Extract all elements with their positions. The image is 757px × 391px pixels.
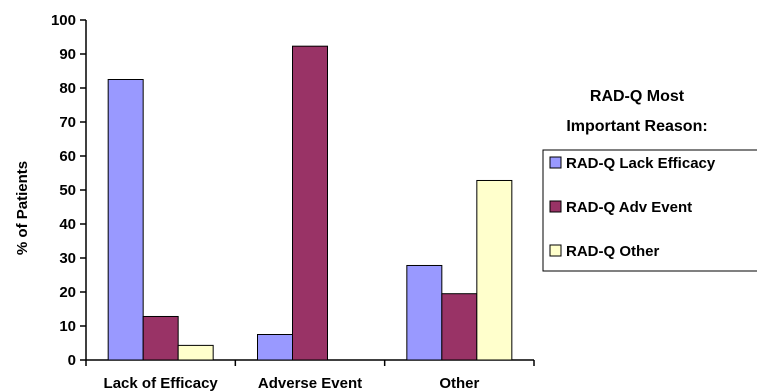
legend-item-label: RAD-Q Adv Event xyxy=(566,199,692,216)
y-tick-label: 90 xyxy=(59,46,76,63)
category-label: Adverse Event xyxy=(258,375,362,391)
bar xyxy=(107,79,144,361)
legend-item-label: RAD-Q Other xyxy=(566,243,659,260)
y-tick-label: 70 xyxy=(59,114,76,131)
legend-swatch xyxy=(549,200,562,213)
category-label: Other xyxy=(439,375,479,391)
y-tick-label: 100 xyxy=(51,12,76,29)
legend-title-line-1: RAD-Q Most xyxy=(590,88,685,105)
y-tick-label: 60 xyxy=(59,148,76,165)
category-label: Lack of Efficacy xyxy=(104,375,219,391)
y-ticks: 0 10 20 30 40 50 60 70 80 90 100 xyxy=(51,12,86,369)
bar xyxy=(441,293,478,361)
bar xyxy=(142,315,179,361)
legend-swatch xyxy=(549,244,562,257)
bars xyxy=(107,45,513,361)
legend-swatch xyxy=(549,156,562,169)
legend-title-line-2: Important Reason: xyxy=(566,118,707,135)
bar xyxy=(292,45,328,361)
y-tick-label: 0 xyxy=(68,352,76,369)
y-tick-label: 20 xyxy=(59,284,76,301)
y-tick-label: 30 xyxy=(59,250,76,267)
y-tick-label: 10 xyxy=(59,318,76,335)
y-tick-label: 40 xyxy=(59,216,76,233)
legend-item-label: RAD-Q Lack Efficacy xyxy=(566,155,716,172)
legend-items: RAD-Q Lack Efficacy RAD-Q Adv Event RAD-Q … xyxy=(549,155,716,260)
category-labels: Lack of Efficacy Adverse Event Other xyxy=(85,360,535,391)
y-tick-label: 50 xyxy=(59,182,76,199)
y-tick-label: 80 xyxy=(59,80,76,97)
legend: RAD-Q Most Important Reason: RAD-Q Lack … xyxy=(542,88,757,272)
bar xyxy=(476,179,513,361)
bar xyxy=(177,344,214,361)
bar xyxy=(257,334,293,361)
bar xyxy=(406,264,443,361)
y-axis-label: % of Patients xyxy=(14,161,31,255)
legend-box xyxy=(542,149,757,272)
